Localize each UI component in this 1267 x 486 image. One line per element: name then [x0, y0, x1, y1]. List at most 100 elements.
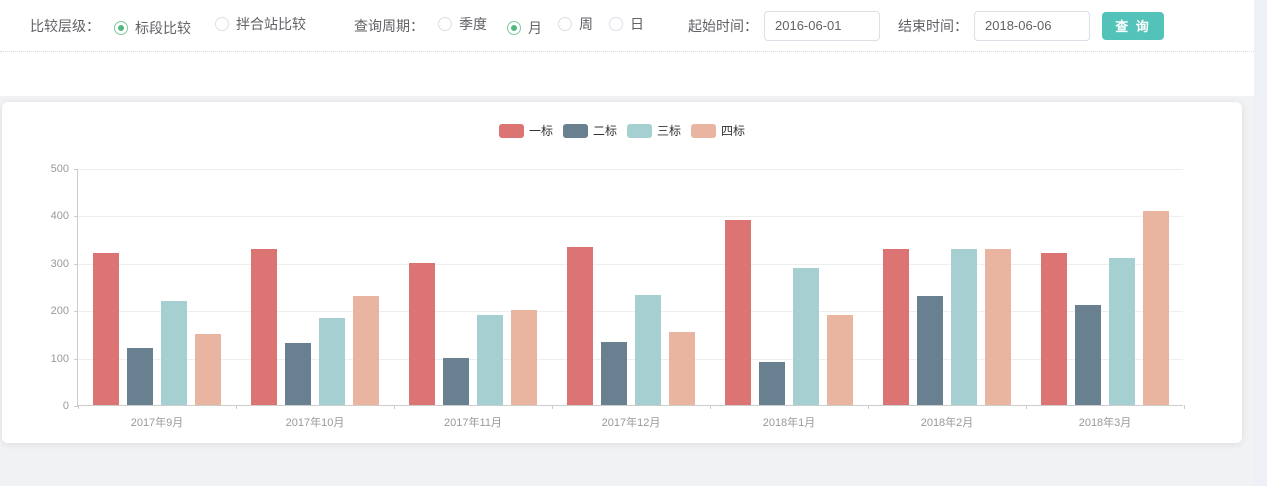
query-button[interactable]: 查 询 [1102, 11, 1164, 40]
chart-card: 一标 二标 三标 四标 0 100 200 300 400 500 2017年9月 2017年10月… [2, 102, 1242, 443]
y-axis-tick [74, 311, 78, 313]
legend-swatch-icon [498, 123, 524, 138]
start-time-input[interactable] [764, 10, 880, 41]
query-period-radio-label: 月 [528, 19, 542, 36]
bar-四标-2018年1月 [827, 314, 853, 405]
x-axis-tick [1026, 405, 1027, 409]
y-axis-tick [74, 169, 78, 170]
legend-item-2[interactable]: 二标 [562, 122, 617, 139]
y-axis-tick [74, 263, 78, 265]
query-period-radio-3[interactable]: 周 [558, 14, 593, 34]
query-period-radio-label: 周 [579, 15, 593, 32]
x-axis-tick [868, 405, 869, 409]
bar-三标-2018年3月 [1109, 258, 1135, 405]
x-axis-category-label: 2018年1月 [762, 417, 816, 429]
y-axis-tick-label: 0 [62, 400, 69, 412]
bar-三标-2017年11月 [477, 314, 503, 405]
bar-一标-2017年12月 [567, 247, 593, 405]
x-axis-category-label: 2018年3月 [1078, 417, 1132, 429]
gridline [78, 216, 1183, 218]
x-axis-category-label: 2018年2月 [920, 417, 974, 429]
gridline [78, 169, 1183, 170]
legend-swatch-icon [562, 123, 588, 138]
y-axis-tick-label: 500 [50, 163, 69, 175]
y-axis-tick [74, 358, 78, 360]
x-axis-tick [236, 405, 237, 409]
compare-level-radio-1[interactable]: 标段比较 [114, 18, 191, 38]
query-period-radio-icon [438, 16, 452, 31]
legend-label: 二标 [592, 124, 617, 138]
bar-三标-2018年2月 [951, 248, 977, 405]
bar-三标-2017年12月 [635, 294, 661, 405]
bar-四标-2017年12月 [669, 332, 695, 405]
legend-item-4[interactable]: 四标 [691, 122, 745, 139]
y-axis-tick-label: 100 [50, 352, 69, 365]
x-axis-tick [78, 405, 79, 409]
start-time-label: 起始时间： [688, 17, 758, 34]
legend-swatch-icon [627, 123, 652, 138]
chart-legend: 一标 二标 三标 四标 [2, 122, 1242, 139]
query-period-radio-label: 季度 [459, 15, 487, 32]
bar-四标-2017年9月 [195, 333, 221, 405]
query-period-radio-2[interactable]: 月 [507, 18, 542, 38]
bar-四标-2017年10月 [353, 295, 379, 405]
legend-label: 四标 [721, 124, 746, 138]
bar-一标-2018年1月 [725, 220, 751, 405]
query-period-radio-1[interactable]: 季度 [438, 14, 487, 34]
bar-chart-plot-area: 0 100 200 300 400 500 2017年9月 2017年10月 2017年11月 2… [51, 163, 1185, 429]
y-axis-tick [74, 406, 78, 407]
compare-level-radio-icon [215, 16, 229, 31]
query-period-radio-icon [609, 16, 623, 31]
legend-label: 一标 [528, 124, 553, 138]
x-axis-category-label: 2017年11月 [444, 417, 502, 429]
legend-swatch-icon [691, 123, 717, 138]
x-axis-tick [710, 405, 711, 409]
compare-level-radio-2[interactable]: 拌合站比较 [215, 14, 306, 34]
x-axis-category-label: 2017年9月 [130, 417, 184, 429]
x-axis-category-label: 2017年10月 [285, 417, 345, 429]
legend-item-1[interactable]: 一标 [498, 122, 553, 139]
x-axis-tick [552, 405, 553, 409]
query-period-radio-icon [558, 16, 572, 31]
gridline [78, 263, 1183, 265]
end-time-input[interactable] [974, 10, 1090, 41]
bar-四标-2017年11月 [511, 310, 537, 405]
y-axis-tick [74, 216, 78, 218]
compare-level-radio-icon [114, 20, 128, 35]
bar-二标-2018年1月 [759, 362, 785, 405]
legend-label: 三标 [657, 124, 682, 138]
x-axis-tick [394, 405, 395, 409]
compare-level-label: 比较层级： [30, 17, 100, 34]
gridline [78, 358, 1183, 360]
bar-一标-2018年2月 [883, 248, 909, 405]
query-period-radio-label: 日 [630, 15, 644, 32]
y-axis-tick-label: 400 [50, 210, 69, 223]
query-period-radio-icon [507, 20, 521, 35]
bar-一标-2018年3月 [1041, 253, 1067, 405]
y-axis-tick-label: 200 [50, 305, 69, 318]
bar-四标-2018年3月 [1143, 210, 1169, 405]
bar-二标-2018年2月 [917, 295, 943, 405]
x-axis-tick [1184, 405, 1185, 409]
query-period-radio-4[interactable]: 日 [609, 14, 644, 34]
gridline [78, 311, 1183, 313]
bar-二标-2017年9月 [127, 348, 153, 405]
end-time-label: 结束时间： [898, 17, 968, 34]
bar-三标-2017年9月 [161, 300, 187, 405]
compare-level-radio-group: 标段比较 拌合站比较 [100, 14, 306, 38]
compare-level-radio-label: 标段比较 [135, 19, 191, 36]
query-period-radio-group: 季度 月 周 日 [424, 14, 644, 38]
bar-三标-2018年1月 [793, 267, 819, 405]
y-axis-tick-label: 300 [50, 257, 69, 270]
query-period-label: 查询周期： [354, 17, 424, 34]
right-gutter [1254, 0, 1267, 486]
legend-item-3[interactable]: 三标 [627, 122, 681, 139]
compare-level-radio-label: 拌合站比较 [236, 15, 306, 32]
bar-二标-2017年10月 [285, 343, 311, 405]
bar-二标-2017年12月 [601, 341, 627, 405]
bar-二标-2018年3月 [1075, 305, 1101, 405]
bar-二标-2017年11月 [443, 357, 469, 405]
bar-一标-2017年9月 [93, 253, 119, 405]
